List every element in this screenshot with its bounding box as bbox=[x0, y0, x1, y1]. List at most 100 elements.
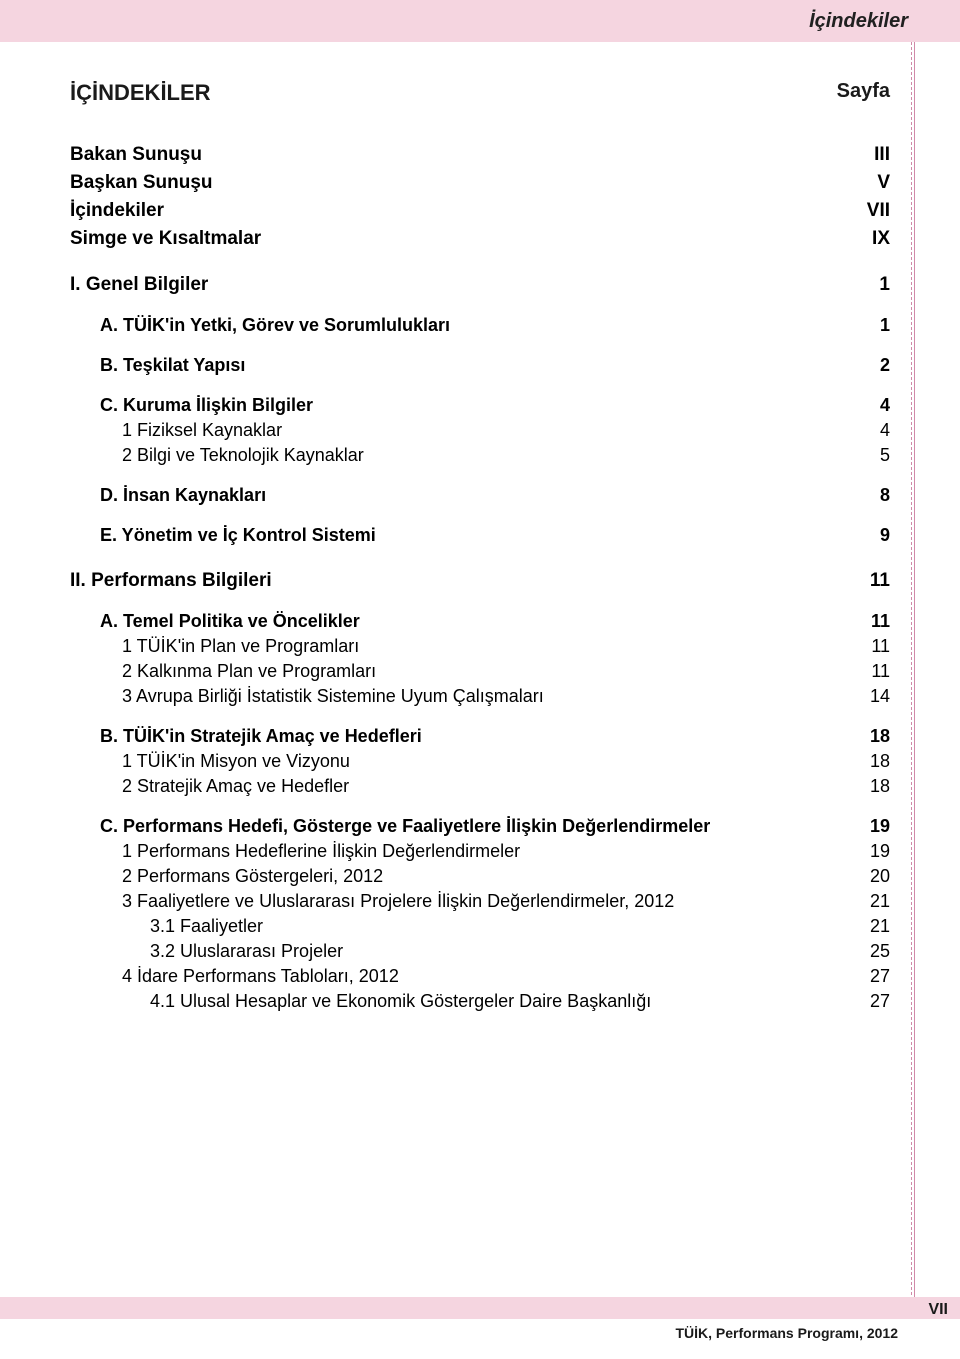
toc-label: 2 Kalkınma Plan ve Programları bbox=[70, 661, 376, 682]
toc-row-l3: 3 Faaliyetlere ve Uluslararası Projelere… bbox=[70, 891, 890, 912]
footer-bar bbox=[0, 1297, 960, 1319]
toc-row-l4: 3.2 Uluslararası Projeler 25 bbox=[70, 941, 890, 962]
toc-page: 4 bbox=[880, 395, 890, 416]
toc-label: 3.1 Faaliyetler bbox=[70, 916, 263, 937]
toc-page: 21 bbox=[870, 891, 890, 912]
toc-page: 5 bbox=[880, 445, 890, 466]
toc-label: B. Teşkilat Yapısı bbox=[70, 355, 245, 376]
toc-label: Bakan Sunuşu bbox=[70, 144, 202, 166]
toc-row: Simge ve Kısaltmalar IX bbox=[70, 228, 890, 250]
toc-page: 19 bbox=[870, 841, 890, 862]
toc-page: 27 bbox=[870, 991, 890, 1012]
toc-page: 4 bbox=[880, 420, 890, 441]
toc-label: A. Temel Politika ve Öncelikler bbox=[70, 611, 360, 632]
toc-label: Başkan Sunuşu bbox=[70, 172, 213, 194]
toc-page: 19 bbox=[870, 816, 890, 837]
toc-row: Bakan Sunuşu III bbox=[70, 144, 890, 166]
section-2-sub-a-items: 1 TÜİK'in Plan ve Programları 11 2 Kalkın… bbox=[70, 636, 890, 707]
toc-page: 11 bbox=[871, 661, 890, 682]
toc-page: 1 bbox=[879, 274, 890, 296]
toc-label: 3.2 Uluslararası Projeler bbox=[70, 941, 343, 962]
toc-title-row: İÇİNDEKİLER Sayfa bbox=[70, 80, 890, 106]
toc-row-l4: 3.1 Faaliyetler 21 bbox=[70, 916, 890, 937]
toc-label: 3 Avrupa Birliği İstatistik Sistemine Uy… bbox=[70, 686, 544, 707]
toc-row-l3: 1 Performans Hedeflerine İlişkin Değerle… bbox=[70, 841, 890, 862]
right-margin-rule-solid bbox=[914, 42, 915, 1300]
toc-page: IX bbox=[872, 228, 890, 250]
toc-page: 11 bbox=[870, 570, 890, 592]
toc-row-l3: 1 TÜİK'in Misyon ve Vizyonu 18 bbox=[70, 751, 890, 772]
toc-page: 9 bbox=[880, 525, 890, 546]
toc-row-l3: 2 Performans Göstergeleri, 2012 20 bbox=[70, 866, 890, 887]
toc-row-l3: 2 Kalkınma Plan ve Programları 11 bbox=[70, 661, 890, 682]
front-matter-group: Bakan Sunuşu III Başkan Sunuşu V İçindekil… bbox=[70, 144, 890, 250]
toc-page: 18 bbox=[870, 726, 890, 747]
right-margin-rule-dashed bbox=[911, 42, 912, 1300]
toc-page: VII bbox=[867, 200, 890, 222]
toc-page: 20 bbox=[870, 866, 890, 887]
toc-page: V bbox=[877, 172, 890, 194]
toc-row-l2: B. Teşkilat Yapısı 2 bbox=[70, 355, 890, 376]
section-1-sub-c-items: 1 Fiziksel Kaynaklar 4 2 Bilgi ve Teknolo… bbox=[70, 420, 890, 466]
toc-page: 8 bbox=[880, 485, 890, 506]
toc-row-l3: 2 Bilgi ve Teknolojik Kaynaklar 5 bbox=[70, 445, 890, 466]
toc-page: 18 bbox=[870, 776, 890, 797]
toc-label: D. İnsan Kaynakları bbox=[70, 485, 266, 506]
toc-row-l1: II. Performans Bilgileri 11 bbox=[70, 570, 890, 592]
section-2-sub-b-items: 1 TÜİK'in Misyon ve Vizyonu 18 2 Strateji… bbox=[70, 751, 890, 797]
toc-row-l2: A. TÜİK'in Yetki, Görev ve Sorumluluklar… bbox=[70, 315, 890, 336]
toc-row-l3: 1 Fiziksel Kaynaklar 4 bbox=[70, 420, 890, 441]
toc-row-l2: C. Performans Hedefi, Gösterge ve Faaliy… bbox=[70, 816, 890, 837]
toc-label: 3 Faaliyetlere ve Uluslararası Projelere… bbox=[70, 891, 674, 912]
toc-row-l2: E. Yönetim ve İç Kontrol Sistemi 9 bbox=[70, 525, 890, 546]
toc-page: 21 bbox=[870, 916, 890, 937]
section-2-sub-c-item3-subitems: 3.1 Faaliyetler 21 3.2 Uluslararası Proje… bbox=[70, 916, 890, 962]
toc-label: 1 Performans Hedeflerine İlişkin Değerle… bbox=[70, 841, 520, 862]
toc-page: 2 bbox=[880, 355, 890, 376]
section-2-sub-a: A. Temel Politika ve Öncelikler11 bbox=[70, 611, 890, 632]
toc-label: 4.1 Ulusal Hesaplar ve Ekonomik Gösterge… bbox=[70, 991, 651, 1012]
section-1-subs: A. TÜİK'in Yetki, Görev ve Sorumluluklar… bbox=[70, 315, 890, 416]
toc-row-l3: 3 Avrupa Birliği İstatistik Sistemine Uy… bbox=[70, 686, 890, 707]
toc-page-header: Sayfa bbox=[837, 80, 890, 106]
toc-row-l2: A. Temel Politika ve Öncelikler11 bbox=[70, 611, 890, 632]
toc-page: 11 bbox=[871, 636, 890, 657]
header-bar: İçindekiler bbox=[0, 0, 960, 42]
toc-page: 25 bbox=[870, 941, 890, 962]
toc-row-l2: C. Kuruma İlişkin Bilgiler 4 bbox=[70, 395, 890, 416]
toc-row-l3: 1 TÜİK'in Plan ve Programları 11 bbox=[70, 636, 890, 657]
toc-label: 1 TÜİK'in Misyon ve Vizyonu bbox=[70, 751, 350, 772]
section-1: I. Genel Bilgiler 1 bbox=[70, 274, 890, 296]
toc-label: 2 Performans Göstergeleri, 2012 bbox=[70, 866, 383, 887]
toc-label: C. Kuruma İlişkin Bilgiler bbox=[70, 395, 313, 416]
toc-row-l4: 4.1 Ulusal Hesaplar ve Ekonomik Gösterge… bbox=[70, 991, 890, 1012]
toc-page: 1 bbox=[880, 315, 890, 336]
toc-label: 1 TÜİK'in Plan ve Programları bbox=[70, 636, 359, 657]
section-1-subs-de: D. İnsan Kaynakları 8 E. Yönetim ve İç Ko… bbox=[70, 485, 890, 546]
footer-text: TÜİK, Performans Programı, 2012 bbox=[675, 1325, 898, 1341]
page: İçindekiler İÇİNDEKİLER Sayfa Bakan Sunu… bbox=[0, 0, 960, 1359]
toc-page: 14 bbox=[870, 686, 890, 707]
toc-label: A. TÜİK'in Yetki, Görev ve Sorumluluklar… bbox=[70, 315, 450, 336]
toc-label: B. TÜİK'in Stratejik Amaç ve Hedefleri bbox=[70, 726, 422, 747]
toc-label: 2 Stratejik Amaç ve Hedefler bbox=[70, 776, 349, 797]
toc-label: Simge ve Kısaltmalar bbox=[70, 228, 261, 250]
toc-row-l3: 4 İdare Performans Tabloları, 201227 bbox=[70, 966, 890, 987]
toc-label: 2 Bilgi ve Teknolojik Kaynaklar bbox=[70, 445, 364, 466]
toc-row: Başkan Sunuşu V bbox=[70, 172, 890, 194]
toc-page: III bbox=[874, 144, 890, 166]
section-2-sub-c: C. Performans Hedefi, Gösterge ve Faaliy… bbox=[70, 816, 890, 837]
toc-label: 1 Fiziksel Kaynaklar bbox=[70, 420, 282, 441]
section-2: II. Performans Bilgileri 11 bbox=[70, 570, 890, 592]
toc-label: C. Performans Hedefi, Gösterge ve Faaliy… bbox=[70, 816, 710, 837]
toc-label: E. Yönetim ve İç Kontrol Sistemi bbox=[70, 525, 376, 546]
page-number: VII bbox=[928, 1301, 948, 1319]
toc-label: I. Genel Bilgiler bbox=[70, 274, 208, 296]
toc-label: II. Performans Bilgileri bbox=[70, 570, 272, 592]
toc-content: İÇİNDEKİLER Sayfa Bakan Sunuşu III Başkan… bbox=[70, 70, 890, 1015]
toc-label: İçindekiler bbox=[70, 200, 164, 222]
toc-page: 18 bbox=[870, 751, 890, 772]
toc-page: 27 bbox=[870, 966, 890, 987]
toc-row-l3: 2 Stratejik Amaç ve Hedefler 18 bbox=[70, 776, 890, 797]
toc-row-l2: D. İnsan Kaynakları 8 bbox=[70, 485, 890, 506]
